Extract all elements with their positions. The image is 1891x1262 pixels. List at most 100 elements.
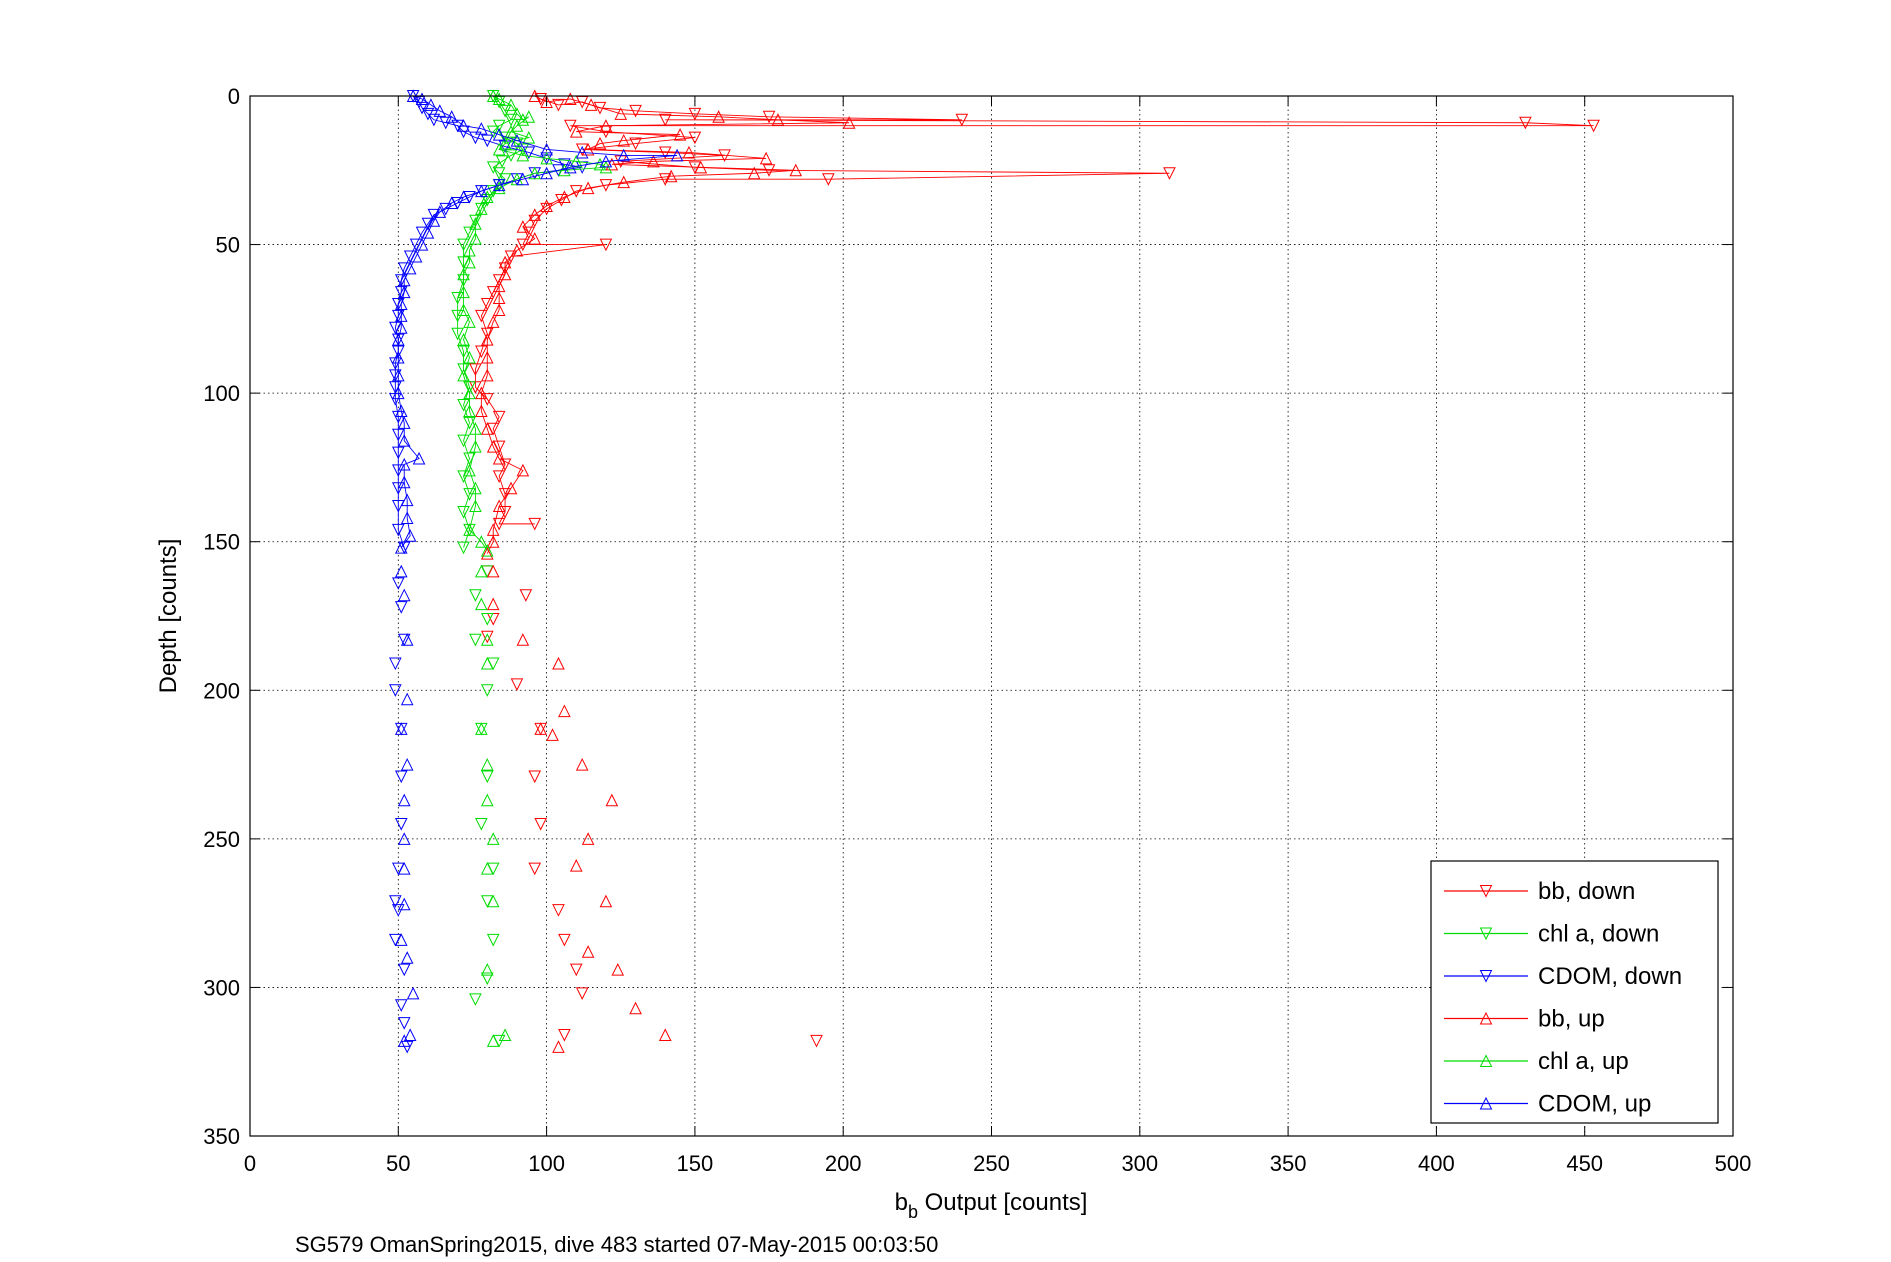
data-point — [658, 146, 672, 160]
ticks: 0 50 100 150 200 250 300 350 400 450 500 0 50 100 150 2… — [203, 84, 1751, 1176]
data-point — [397, 1034, 411, 1047]
data-point — [569, 858, 583, 872]
data-point — [480, 962, 494, 976]
data-point — [617, 148, 631, 162]
data-point — [584, 98, 598, 111]
data-point — [558, 933, 571, 947]
data-point — [475, 184, 488, 198]
data-point — [397, 832, 411, 845]
y-tick-label: 350 — [203, 1124, 240, 1149]
legend-item: bb, up — [1444, 1006, 1605, 1033]
data-point — [397, 897, 411, 911]
data-point — [480, 422, 494, 435]
data-point — [391, 386, 405, 400]
data-point — [510, 119, 524, 132]
data-point — [475, 564, 488, 578]
x-tick-label: 400 — [1418, 1151, 1455, 1176]
data-point — [492, 142, 506, 156]
data-point — [457, 506, 470, 519]
data-point — [457, 119, 470, 132]
data-point — [480, 194, 494, 207]
data-point — [599, 154, 613, 168]
data-point — [564, 119, 577, 133]
data-point — [480, 298, 494, 311]
data-point — [759, 151, 773, 165]
x-tick-label: 50 — [386, 1151, 410, 1176]
legend-swatch-marker — [1479, 1054, 1493, 1067]
data-point — [480, 350, 494, 364]
data-point — [415, 92, 429, 105]
data-point — [486, 1034, 500, 1047]
data-point — [593, 157, 607, 171]
data-point — [391, 446, 405, 460]
data-point — [534, 722, 547, 735]
data-point — [463, 226, 476, 240]
data-point — [552, 98, 565, 112]
legend-label: CDOM, down — [1538, 963, 1682, 990]
data-point — [457, 267, 470, 281]
data-point — [581, 832, 595, 845]
data-point — [480, 684, 494, 697]
legend-item: CDOM, up — [1444, 1091, 1651, 1118]
data-point — [463, 463, 476, 477]
data-point — [457, 303, 470, 316]
data-point — [480, 327, 494, 341]
legend-swatch-marker — [1479, 885, 1493, 898]
data-point — [822, 173, 835, 186]
data-point — [558, 1028, 571, 1042]
x-tick-label: 450 — [1566, 1151, 1603, 1176]
data-point — [406, 986, 420, 1000]
legend: bb, down chl a, down CDOM, down bb, up chl a… — [1430, 860, 1719, 1124]
y-axis-label: Depth [counts] — [155, 539, 182, 694]
data-point — [469, 499, 482, 513]
series-line — [394, 95, 583, 548]
data-point — [528, 208, 542, 221]
data-point — [510, 243, 524, 257]
data-point — [688, 131, 702, 145]
data-point — [445, 110, 458, 123]
data-point — [617, 175, 631, 189]
data-point — [457, 368, 470, 382]
legend-swatch-marker — [1479, 1011, 1493, 1025]
data-point — [558, 163, 571, 177]
data-point — [492, 410, 506, 424]
data-point — [558, 704, 571, 718]
x-tick-label: 250 — [973, 1151, 1010, 1176]
data-point — [611, 962, 625, 976]
data-point — [540, 199, 553, 212]
data-point — [552, 904, 565, 917]
data-point — [528, 166, 542, 180]
data-point — [463, 315, 476, 328]
data-point — [391, 428, 405, 442]
data-point — [516, 633, 530, 646]
data-point — [457, 190, 470, 204]
data-point — [480, 368, 494, 382]
data-point — [694, 160, 708, 174]
data-point — [492, 517, 506, 531]
data-point — [427, 113, 441, 127]
legend-box — [1430, 860, 1719, 1124]
legend-swatch-marker — [1479, 1096, 1493, 1110]
data-point — [688, 107, 702, 121]
data-point — [522, 146, 536, 160]
data-point — [1587, 119, 1600, 133]
data-point — [492, 451, 506, 465]
data-point — [569, 963, 583, 977]
data-point — [403, 1028, 417, 1041]
x-tick-label: 350 — [1270, 1151, 1307, 1176]
data-point — [391, 577, 405, 590]
data-point — [1163, 167, 1176, 180]
data-point — [593, 136, 607, 150]
data-point — [475, 722, 488, 735]
legend-label: bb, down — [1538, 878, 1635, 905]
data-point — [400, 511, 414, 524]
data-point — [480, 633, 494, 646]
data-point — [480, 793, 494, 807]
legend-label: bb, up — [1538, 1006, 1605, 1033]
data-point — [629, 104, 642, 118]
data-point — [400, 633, 414, 646]
data-point — [463, 404, 476, 417]
data-point — [492, 499, 506, 513]
data-point — [480, 972, 494, 986]
